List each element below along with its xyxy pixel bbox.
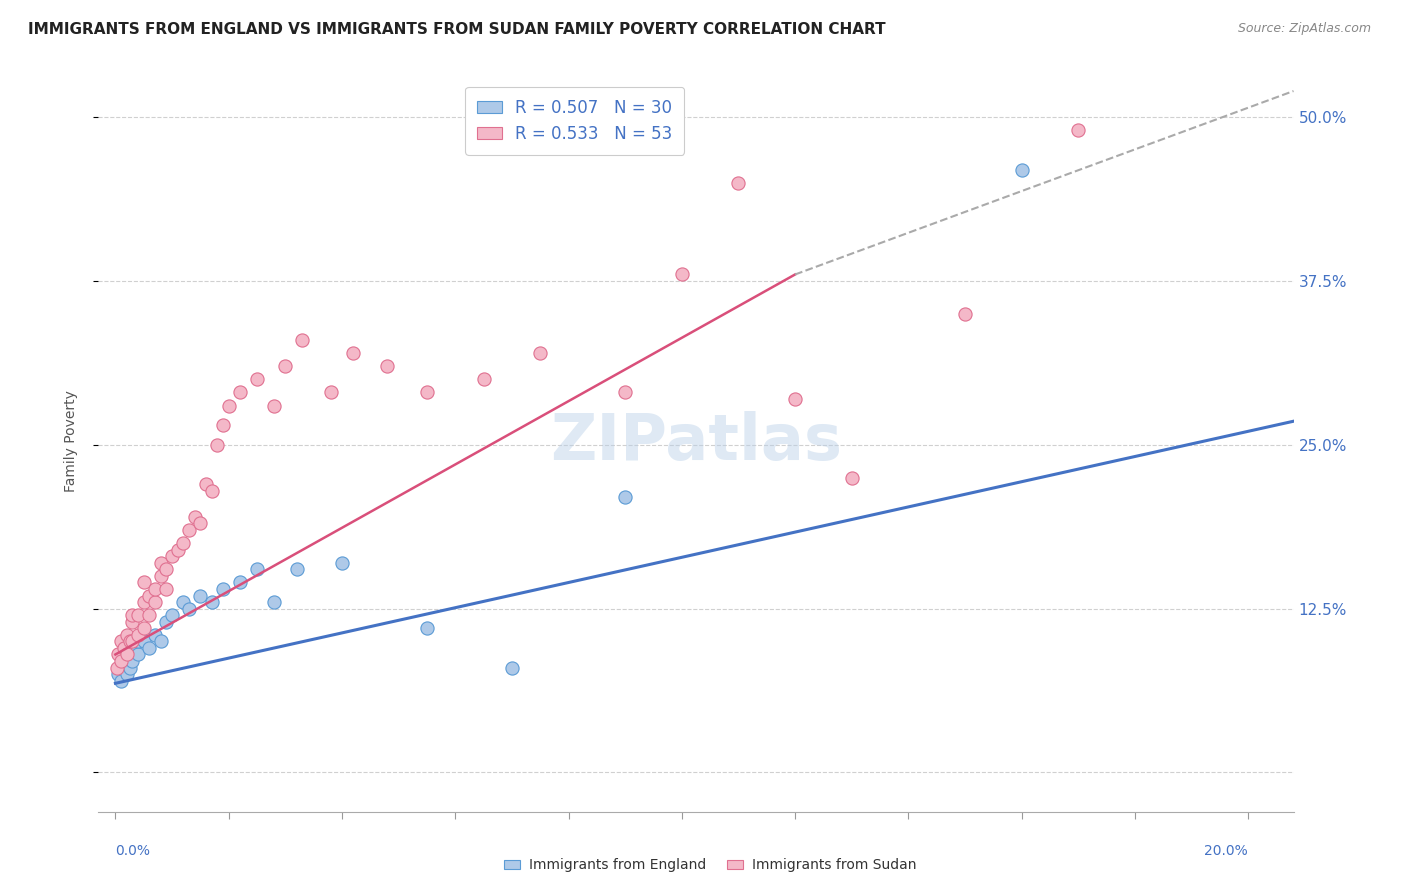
Point bbox=[218, 399, 240, 413]
Point bbox=[127, 634, 149, 648]
Point bbox=[246, 372, 269, 386]
Point bbox=[138, 608, 160, 623]
Point bbox=[132, 634, 155, 648]
Point bbox=[501, 660, 523, 674]
Point bbox=[166, 542, 188, 557]
Point bbox=[229, 385, 252, 400]
Point bbox=[121, 634, 143, 648]
Point bbox=[201, 483, 224, 498]
Point bbox=[127, 628, 149, 642]
Text: ZIPatlas: ZIPatlas bbox=[550, 410, 842, 473]
Point bbox=[160, 549, 183, 564]
Point bbox=[115, 648, 138, 662]
Point bbox=[472, 372, 495, 386]
Point bbox=[143, 595, 166, 609]
Point bbox=[107, 648, 129, 662]
Point bbox=[112, 660, 135, 674]
Point bbox=[110, 673, 132, 688]
Point bbox=[190, 589, 212, 603]
Point bbox=[172, 536, 194, 550]
Point bbox=[155, 582, 177, 596]
Point bbox=[155, 562, 177, 576]
Point bbox=[195, 477, 218, 491]
Point bbox=[614, 385, 637, 400]
Point bbox=[285, 562, 308, 576]
Point bbox=[953, 307, 976, 321]
Point bbox=[143, 628, 166, 642]
Point bbox=[121, 608, 143, 623]
Point bbox=[330, 556, 353, 570]
Text: 0.0%: 0.0% bbox=[115, 845, 150, 858]
Point bbox=[190, 516, 212, 531]
Point bbox=[160, 608, 183, 623]
Point bbox=[177, 523, 200, 537]
Point bbox=[118, 660, 141, 674]
Point bbox=[105, 660, 128, 674]
Point bbox=[138, 589, 160, 603]
Point bbox=[727, 176, 749, 190]
Point bbox=[149, 569, 172, 583]
Point bbox=[1067, 123, 1090, 137]
Point bbox=[138, 640, 160, 655]
Point bbox=[274, 359, 297, 374]
Text: IMMIGRANTS FROM ENGLAND VS IMMIGRANTS FROM SUDAN FAMILY POVERTY CORRELATION CHAR: IMMIGRANTS FROM ENGLAND VS IMMIGRANTS FR… bbox=[28, 22, 886, 37]
Point bbox=[155, 615, 177, 629]
Point bbox=[149, 634, 172, 648]
Point bbox=[207, 438, 229, 452]
Point bbox=[121, 615, 143, 629]
Point bbox=[121, 654, 143, 668]
Point bbox=[127, 648, 149, 662]
Point bbox=[319, 385, 342, 400]
Point bbox=[132, 621, 155, 635]
Point bbox=[172, 595, 194, 609]
Point bbox=[115, 667, 138, 681]
Point bbox=[212, 582, 235, 596]
Point bbox=[149, 556, 172, 570]
Point bbox=[121, 640, 143, 655]
Point bbox=[783, 392, 806, 406]
Point bbox=[246, 562, 269, 576]
Point bbox=[177, 601, 200, 615]
Point bbox=[375, 359, 398, 374]
Point bbox=[201, 595, 224, 609]
Point bbox=[416, 385, 439, 400]
Point bbox=[342, 346, 364, 360]
Y-axis label: Family Poverty: Family Poverty bbox=[63, 391, 77, 492]
Text: Source: ZipAtlas.com: Source: ZipAtlas.com bbox=[1237, 22, 1371, 36]
Point bbox=[112, 640, 135, 655]
Point bbox=[529, 346, 551, 360]
Point bbox=[263, 595, 285, 609]
Point bbox=[841, 470, 863, 484]
Point bbox=[416, 621, 439, 635]
Legend: R = 0.507   N = 30, R = 0.533   N = 53: R = 0.507 N = 30, R = 0.533 N = 53 bbox=[465, 87, 685, 155]
Point bbox=[115, 648, 138, 662]
Point bbox=[263, 399, 285, 413]
Point bbox=[671, 268, 693, 282]
Text: 20.0%: 20.0% bbox=[1205, 845, 1249, 858]
Point bbox=[1011, 162, 1033, 177]
Legend: Immigrants from England, Immigrants from Sudan: Immigrants from England, Immigrants from… bbox=[498, 853, 922, 878]
Point bbox=[183, 509, 205, 524]
Point bbox=[107, 667, 129, 681]
Point bbox=[115, 628, 138, 642]
Point bbox=[143, 582, 166, 596]
Point bbox=[291, 333, 314, 347]
Point bbox=[229, 575, 252, 590]
Point bbox=[110, 654, 132, 668]
Point bbox=[110, 634, 132, 648]
Point bbox=[212, 418, 235, 433]
Point bbox=[132, 575, 155, 590]
Point bbox=[132, 595, 155, 609]
Point bbox=[127, 608, 149, 623]
Point bbox=[614, 490, 637, 504]
Point bbox=[118, 634, 141, 648]
